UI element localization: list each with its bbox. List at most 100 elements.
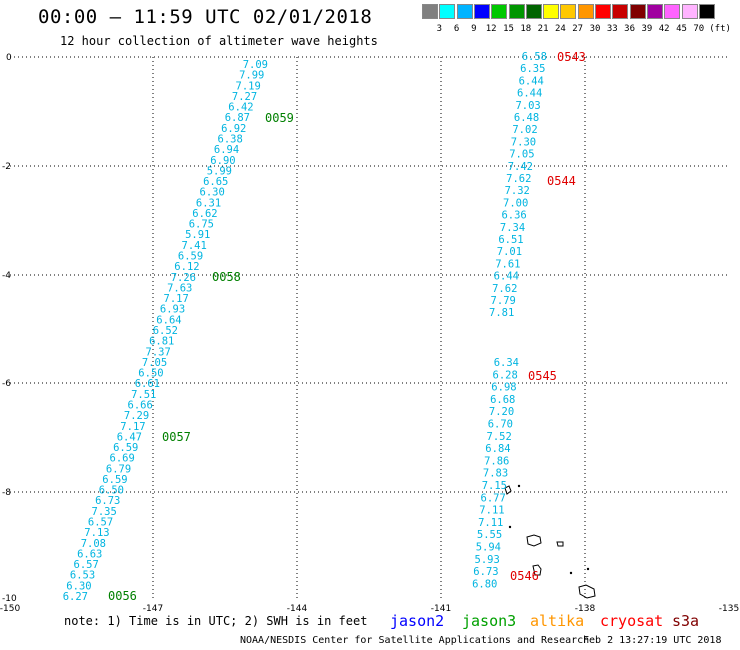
legend-swatch: [681, 4, 698, 19]
units-note: note: 1) Time is in UTC; 2) SWH is in fe…: [64, 614, 368, 628]
wave-height-value: 6.44: [519, 75, 544, 87]
pass-time-label: 0545: [528, 369, 557, 383]
map-subtitle: 12 hour collection of altimeter wave hei…: [60, 34, 378, 48]
island-outline: [526, 534, 542, 547]
legend-swatch: [543, 4, 560, 19]
wave-height-value: 7.17: [120, 421, 145, 433]
wave-height-value: 7.17: [164, 293, 189, 305]
x-tick-label: -150: [0, 604, 20, 614]
wave-height-value: 6.28: [493, 369, 518, 381]
wave-height-value: 7.63: [167, 282, 192, 294]
wave-height-value: 6.52: [153, 325, 178, 337]
legend-label: 30: [589, 24, 601, 34]
wave-height-value: 6.30: [200, 187, 225, 199]
legend-label: 33: [606, 24, 618, 34]
legend-label: 42: [658, 24, 670, 34]
credit-line: NOAA/NESDIS Center for Satellite Applica…: [240, 635, 590, 646]
legend-label: 27: [572, 24, 584, 34]
wave-height-value: 6.58: [522, 51, 547, 63]
wave-height-value: 7.83: [483, 468, 508, 480]
wave-height-value: 6.44: [517, 88, 542, 100]
wave-height-value: 6.92: [221, 123, 246, 135]
satellite-name-jason3: jason3: [462, 612, 517, 630]
legend-swatch: [595, 4, 611, 19]
wave-height-value: 7.79: [491, 295, 516, 307]
legend-unit: (ft): [709, 24, 731, 34]
legend-swatch: [491, 4, 508, 19]
wave-height-value: 7.41: [182, 240, 207, 252]
wave-height-value: 5.99: [207, 165, 232, 177]
wave-height-value: 6.87: [225, 112, 250, 124]
wave-height-value: 7.37: [146, 346, 171, 358]
wave-height-value: 7.52: [487, 431, 512, 443]
wave-height-value: 6.64: [156, 314, 181, 326]
legend-swatch: [508, 4, 525, 19]
wave-height-value: 7.62: [492, 283, 517, 295]
wave-height-value: 6.57: [88, 517, 113, 529]
wave-height-value: 7.34: [500, 222, 525, 234]
legend-swatch: [525, 4, 542, 19]
wave-height-value: 7.86: [484, 455, 509, 467]
wave-height-value: 7.03: [515, 100, 540, 112]
pass-time-label: 0058: [212, 270, 241, 284]
wave-height-value: 7.61: [495, 258, 520, 270]
wave-height-value: 7.42: [508, 161, 533, 173]
wave-height-value: 6.65: [203, 176, 228, 188]
pass-time-label: 0057: [162, 430, 191, 444]
x-tick-label: -141: [431, 604, 451, 614]
legend-label: 36: [624, 24, 636, 34]
wave-height-value: 6.73: [95, 495, 120, 507]
wave-height-value: 7.81: [489, 307, 514, 319]
satellite-name-cryosat: cryosat: [600, 612, 664, 630]
island-dot: [586, 567, 590, 571]
wave-height-value: 7.51: [131, 389, 156, 401]
satellite-name-s3a: s3a: [672, 612, 700, 630]
wave-height-value: 6.36: [501, 210, 526, 222]
wave-height-value: 6.48: [514, 112, 539, 124]
wave-height-value: 6.47: [117, 431, 142, 443]
wave-height-value: 7.27: [232, 91, 257, 103]
wave-height-value: 7.00: [503, 197, 528, 209]
wave-height-value: 6.27: [63, 591, 88, 603]
wave-height-value: 6.69: [110, 453, 135, 465]
wave-height-value: 6.81: [149, 336, 174, 348]
wave-height-value: 6.79: [106, 463, 131, 475]
wave-height-value: 6.77: [481, 492, 506, 504]
wave-height-value: 6.59: [113, 442, 138, 454]
x-tick-label: -138: [575, 604, 596, 614]
x-tick-label: -135: [719, 604, 739, 614]
wave-height-value: 6.73: [473, 566, 498, 578]
wave-height-value: 7.30: [511, 136, 536, 148]
x-tick-label: -144: [287, 604, 308, 614]
legend-swatch: [629, 4, 646, 19]
wave-height-value: 6.42: [228, 102, 253, 114]
wave-height-value: 6.84: [485, 443, 510, 455]
legend-label: 6: [453, 24, 460, 34]
wave-height-value: 6.75: [189, 219, 214, 231]
legend-label: 45: [676, 24, 687, 34]
wave-height-value: 7.35: [92, 506, 117, 518]
wave-height-value: 6.34: [494, 357, 519, 369]
pass-time-label: 0543: [557, 50, 586, 64]
y-tick-label: -6: [2, 379, 11, 389]
satellite-name-jason2: jason2: [390, 612, 445, 630]
wave-height-value: 5.91: [185, 229, 210, 241]
wave-height-value: 7.05: [142, 357, 167, 369]
wave-height-value: 6.94: [214, 144, 239, 156]
x-tick-label: -147: [143, 604, 163, 614]
wave-height-value: 6.44: [494, 271, 519, 283]
island-outline: [556, 541, 564, 547]
legend-swatch: [646, 4, 663, 19]
pass-time-label: 0056: [108, 589, 137, 603]
y-tick-label: -2: [2, 162, 11, 172]
legend-swatch: [698, 4, 715, 19]
wave-height-value: 7.02: [512, 124, 537, 136]
wave-height-value: 7.05: [509, 149, 534, 161]
wave-height-value: 6.80: [472, 578, 497, 590]
legend-swatch: [664, 4, 681, 19]
wave-height-value: 6.59: [178, 251, 203, 263]
wave-height-value: 6.62: [192, 208, 217, 220]
wave-height-value: 6.63: [77, 548, 102, 560]
wave-height-value: 6.57: [74, 559, 99, 571]
